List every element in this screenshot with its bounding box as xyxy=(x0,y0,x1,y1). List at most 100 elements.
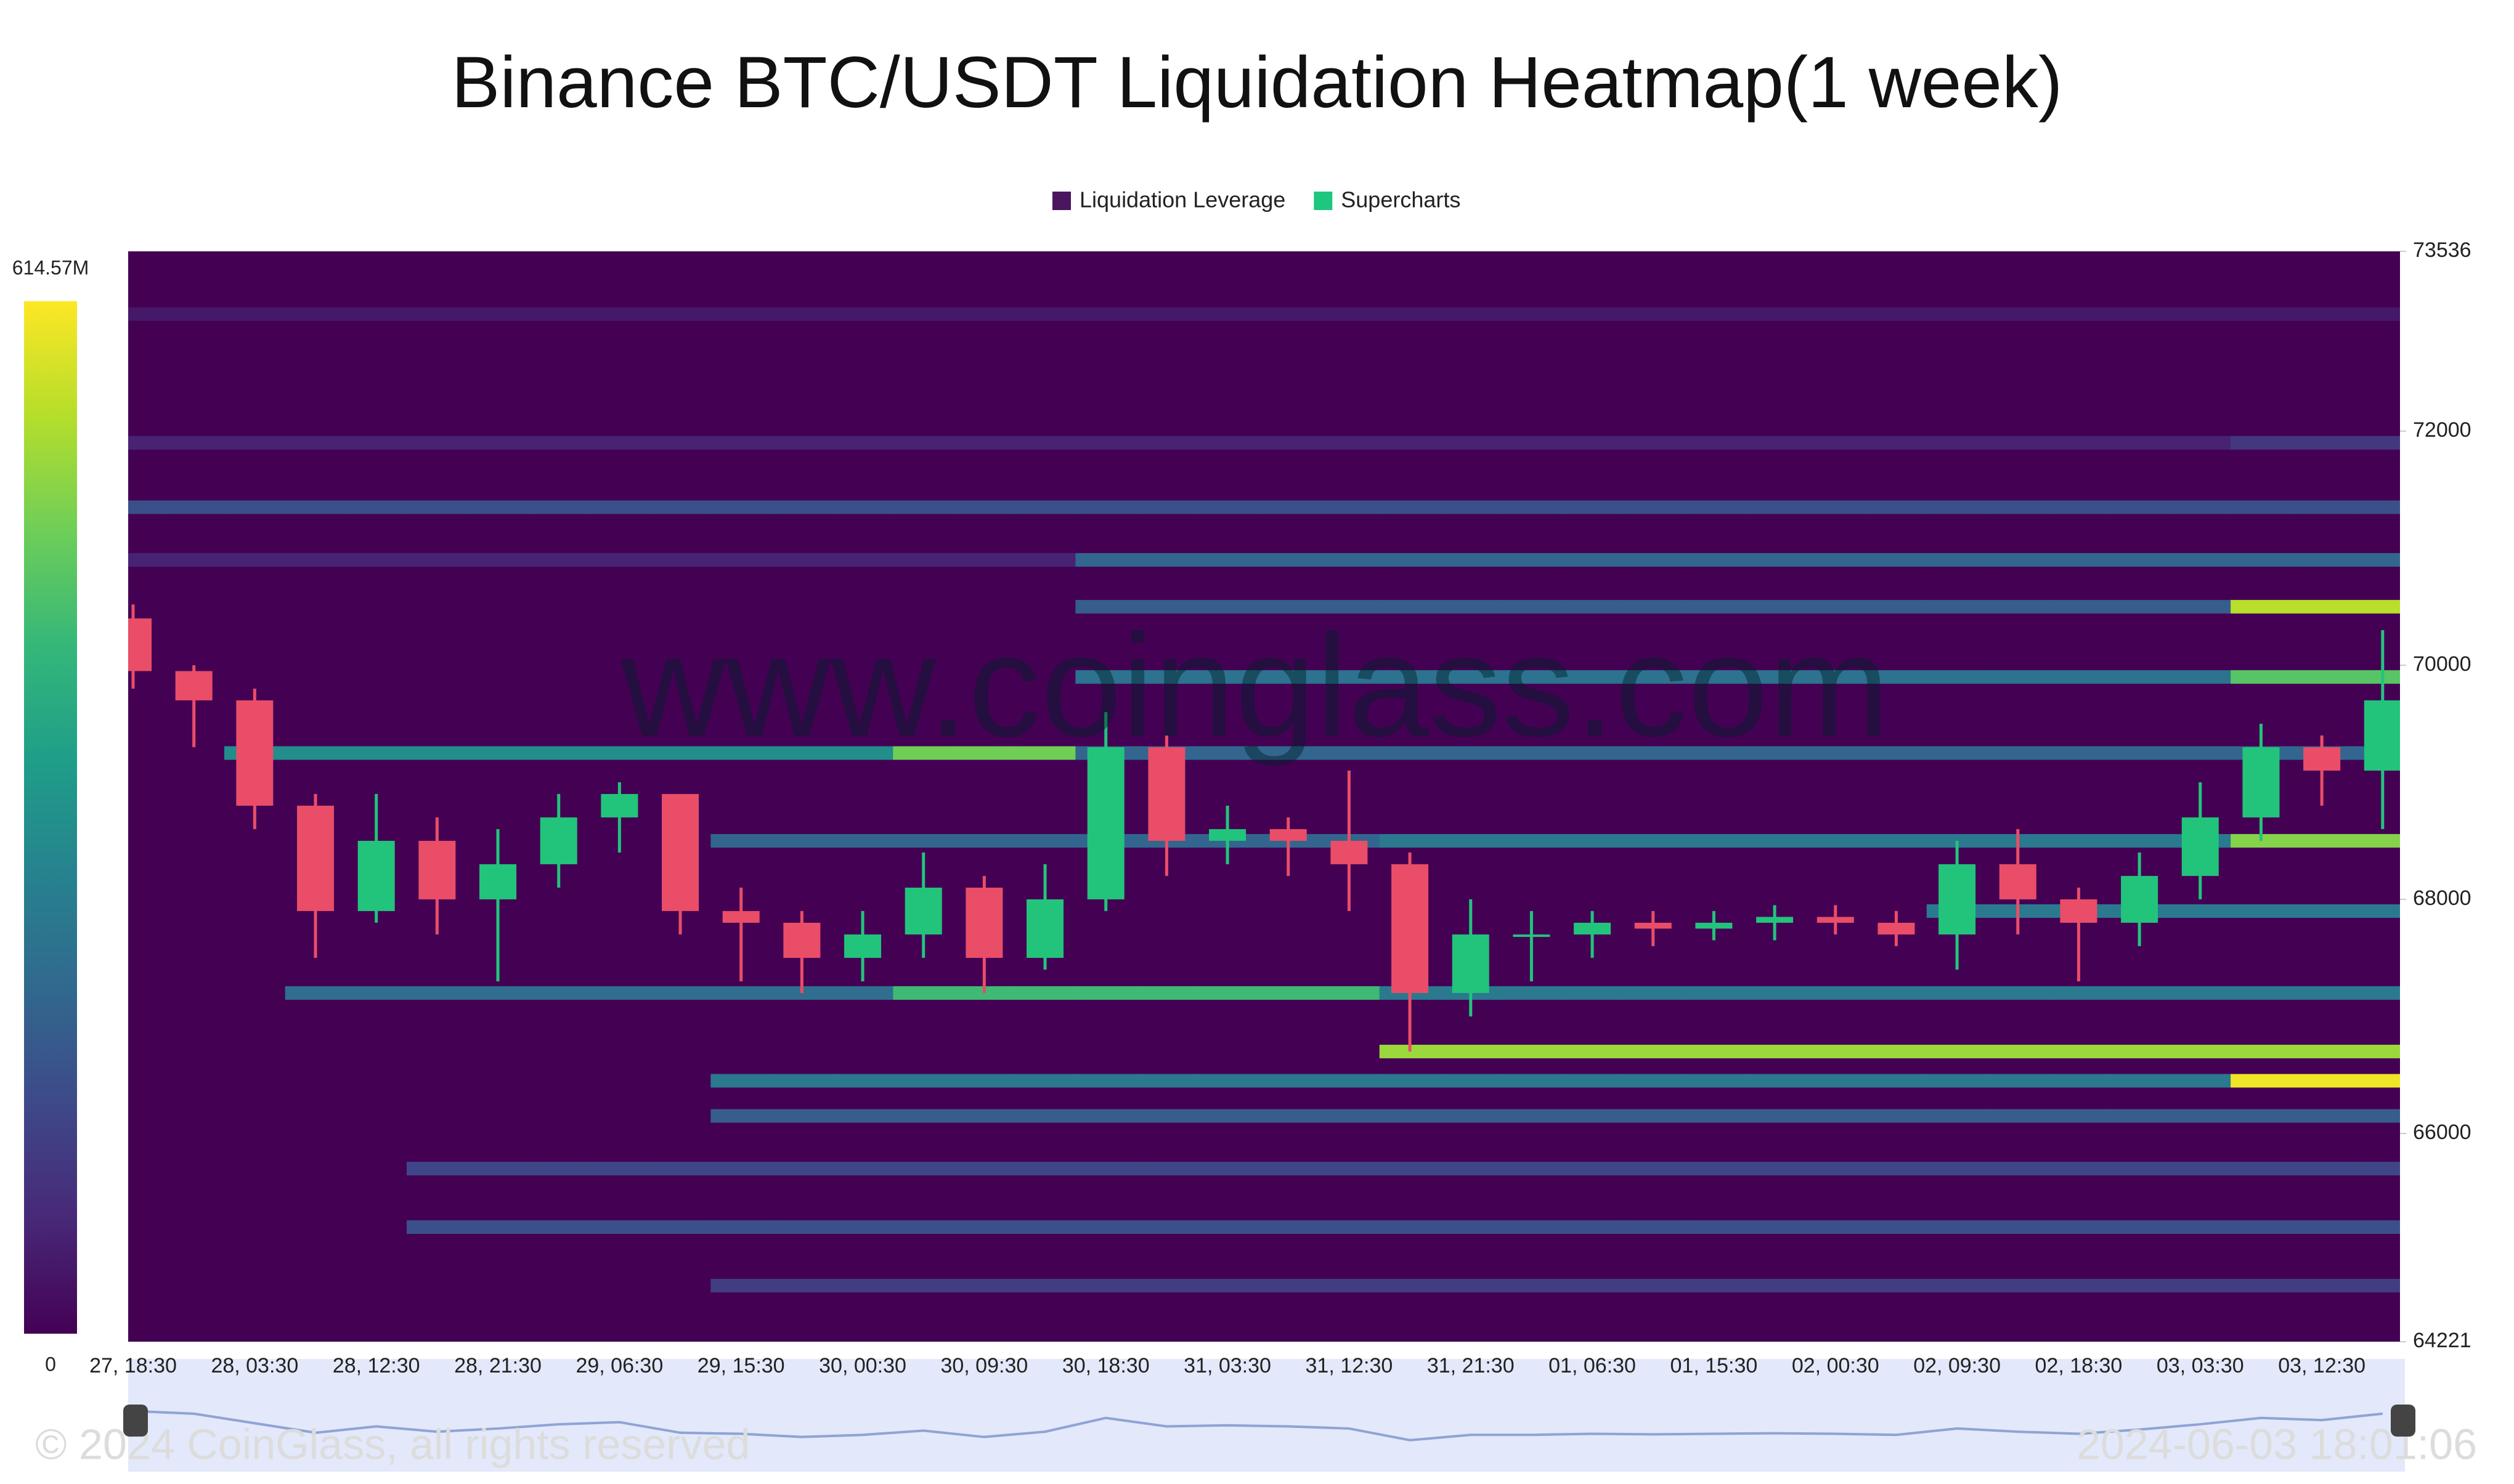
heat-cell xyxy=(1987,500,2049,514)
heat-cell xyxy=(2170,307,2231,321)
heat-cell xyxy=(954,1161,1015,1175)
heat-cell xyxy=(1926,986,1988,1000)
heat-cell xyxy=(528,1161,590,1175)
heat-cell xyxy=(2291,986,2353,1000)
heat-cell xyxy=(1926,500,1988,514)
heat-cell xyxy=(1440,1220,1502,1234)
candle-body xyxy=(1877,922,1915,935)
heat-cell xyxy=(1440,599,1502,614)
heat-cell xyxy=(1379,1074,1441,1088)
heat-cell xyxy=(1683,307,1745,321)
heat-cell xyxy=(710,986,772,1000)
heat-cell xyxy=(1440,670,1502,684)
heat-cell xyxy=(1805,986,1866,1000)
heat-cell xyxy=(1866,1044,1927,1058)
heat-cell xyxy=(1987,1044,2049,1058)
heat-cell xyxy=(224,307,286,321)
heat-cell xyxy=(649,307,711,321)
navigator-handle[interactable] xyxy=(123,1405,148,1437)
heat-cell xyxy=(1805,833,1866,848)
heat-cell xyxy=(1805,599,1866,614)
heat-cell xyxy=(346,500,407,514)
heat-cell xyxy=(1379,670,1441,684)
heat-cell xyxy=(589,1220,651,1234)
heat-cell xyxy=(2352,986,2400,1000)
heat-cell xyxy=(2170,986,2231,1000)
heat-cell xyxy=(2352,1044,2400,1058)
heat-cell xyxy=(2170,1074,2231,1088)
heat-cell xyxy=(128,307,164,321)
heat-cell xyxy=(528,1220,590,1234)
heat-cell xyxy=(1258,1074,1319,1088)
heat-cell xyxy=(1561,1161,1623,1175)
x-tick-label: 30, 09:30 xyxy=(940,1354,1028,1377)
heat-cell xyxy=(1622,307,1684,321)
heat-cell xyxy=(1866,500,1927,514)
heat-cell xyxy=(528,307,590,321)
heat-cell xyxy=(710,553,772,567)
heat-cell xyxy=(1987,670,2049,684)
heat-cell xyxy=(954,833,1015,848)
heat-cell xyxy=(1926,1074,1988,1088)
heat-cell xyxy=(832,1220,893,1234)
heat-cell xyxy=(1440,1044,1502,1058)
candle-body xyxy=(1269,829,1307,841)
candle-body xyxy=(2242,747,2280,817)
heat-cell xyxy=(771,307,833,321)
heat-cell xyxy=(1744,500,1805,514)
heat-cell xyxy=(1987,553,2049,567)
heat-cell xyxy=(893,553,954,567)
candle-body xyxy=(601,793,638,817)
heat-cell xyxy=(954,746,1015,760)
heat-cell xyxy=(2231,307,2292,321)
heat-cell xyxy=(710,746,772,760)
heat-cell xyxy=(407,500,468,514)
heat-cell xyxy=(1075,1161,1137,1175)
heat-cell xyxy=(771,500,833,514)
heat-cell xyxy=(285,986,346,1000)
x-tick-label: 28, 12:30 xyxy=(333,1354,420,1377)
heat-cell xyxy=(710,1109,772,1123)
heat-cell xyxy=(1075,986,1137,1000)
heat-cell xyxy=(224,553,286,567)
heat-cell xyxy=(2048,500,2110,514)
heat-cell xyxy=(1501,746,1563,760)
heat-cell xyxy=(1744,599,1805,614)
navigator-line xyxy=(132,1409,2383,1441)
candle-body xyxy=(1999,864,2036,899)
heat-cell xyxy=(1440,1278,1502,1292)
heat-cell xyxy=(649,746,711,760)
heat-cell xyxy=(1379,553,1441,567)
heat-cell xyxy=(1926,553,1988,567)
heat-cell xyxy=(1136,599,1198,614)
heat-cell xyxy=(1501,1109,1563,1123)
legend-label: Liquidation Leverage xyxy=(1080,187,1285,213)
heat-cell xyxy=(832,553,893,567)
heat-cell xyxy=(1622,670,1684,684)
navigator-handle[interactable] xyxy=(2391,1405,2415,1437)
heat-cell xyxy=(1866,1074,1927,1088)
heat-cell xyxy=(1622,553,1684,567)
heat-cell xyxy=(1258,746,1319,760)
heat-cell xyxy=(1987,1074,2049,1088)
heat-cell xyxy=(2109,833,2170,848)
heat-cell xyxy=(832,746,893,760)
heat-cell xyxy=(2170,1161,2231,1175)
heat-cell xyxy=(832,833,893,848)
heat-cell xyxy=(1501,553,1563,567)
heat-cell xyxy=(2291,670,2353,684)
heat-cell xyxy=(1805,1044,1866,1058)
heat-cell xyxy=(589,307,651,321)
heat-cell xyxy=(128,553,164,567)
heat-cell xyxy=(2048,1109,2110,1123)
navigator[interactable] xyxy=(128,1359,2405,1472)
heat-cell xyxy=(467,553,529,567)
y-tick-label: 72000 xyxy=(2413,418,2471,442)
heat-cell xyxy=(2170,904,2231,918)
heat-cell xyxy=(2231,1220,2292,1234)
candle-body xyxy=(2181,817,2219,876)
heat-cell xyxy=(1987,599,2049,614)
heat-cell xyxy=(1258,307,1319,321)
heat-cell xyxy=(2048,599,2110,614)
candle-body xyxy=(1209,829,1247,841)
